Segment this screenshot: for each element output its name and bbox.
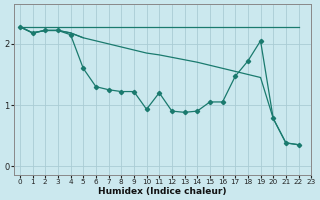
X-axis label: Humidex (Indice chaleur): Humidex (Indice chaleur) (98, 187, 227, 196)
